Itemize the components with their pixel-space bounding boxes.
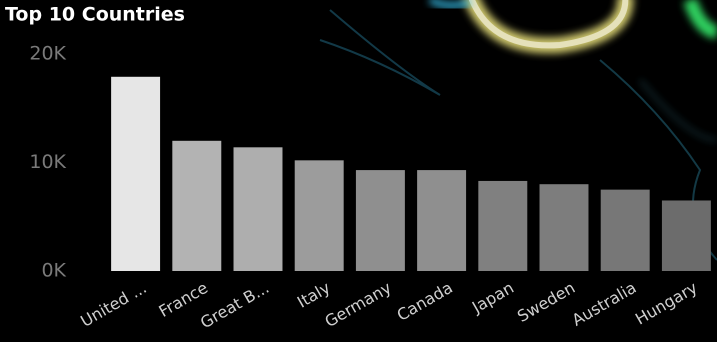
bar <box>172 140 222 271</box>
y-tick-label: 20K <box>29 43 66 65</box>
chart-title: Top 10 Countries <box>5 4 185 26</box>
y-tick-label: 10K <box>29 151 66 173</box>
bar <box>233 147 283 271</box>
bar <box>661 200 711 271</box>
bar <box>539 184 589 271</box>
background-smoke <box>319 0 717 261</box>
bar <box>478 180 528 271</box>
bar <box>355 170 405 271</box>
y-tick-label: 0K <box>41 260 66 282</box>
bar <box>294 160 344 271</box>
bar <box>111 76 161 271</box>
bar <box>600 189 650 271</box>
bar <box>417 170 467 271</box>
